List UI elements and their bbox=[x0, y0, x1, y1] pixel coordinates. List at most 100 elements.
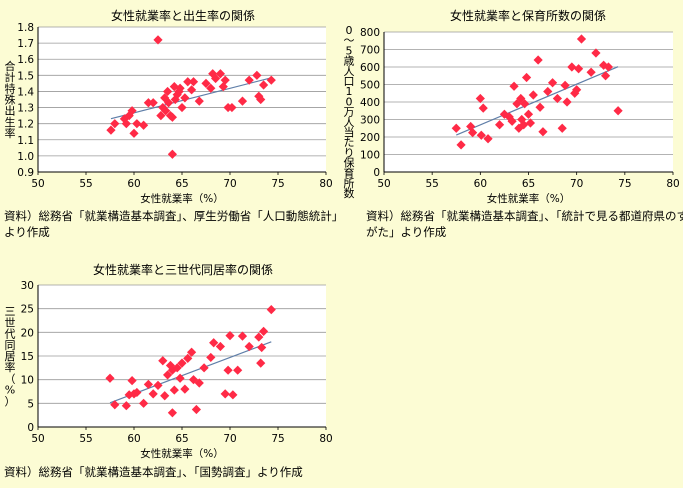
data-point bbox=[191, 404, 201, 415]
scatter-chart-birthrate: 0.9 1.0 1.1 1.2 1.3 1.4 1.5 1.6 1.7 1.8 50 55 60 65 70… bbox=[4, 8, 343, 239]
data-point bbox=[180, 93, 190, 103]
source-note: 資料）総務省「就業構造基本調査」、厚生労働省「人口動態統計」 bbox=[4, 209, 343, 223]
data-point bbox=[175, 83, 185, 93]
data-point bbox=[206, 352, 216, 363]
data-point bbox=[201, 78, 211, 88]
data-point bbox=[158, 356, 168, 366]
x-tick-label: 80 bbox=[319, 178, 332, 190]
data-point bbox=[252, 70, 262, 80]
y-tick-label: 400 bbox=[360, 97, 380, 109]
source-note: がた」より作成 bbox=[366, 225, 447, 239]
y-tick-label: 15 bbox=[21, 351, 34, 363]
data-point bbox=[187, 85, 197, 95]
data-point bbox=[132, 119, 142, 129]
data-point bbox=[177, 102, 187, 113]
source-note: 資料）総務省「就業構造基本調査」、「国勢調査」より作成 bbox=[4, 465, 303, 479]
data-point bbox=[519, 120, 529, 130]
data-point bbox=[132, 387, 142, 398]
chart-title: 女性就業率と保育所数の関係 bbox=[450, 8, 606, 23]
data-point bbox=[121, 119, 131, 129]
data-point bbox=[163, 370, 173, 380]
data-point bbox=[573, 64, 584, 74]
data-point bbox=[237, 96, 248, 106]
x-tick-label: 55 bbox=[79, 433, 92, 445]
y-tick-label: 100 bbox=[360, 150, 380, 162]
data-point bbox=[199, 363, 209, 373]
x-tick-label: 75 bbox=[271, 433, 284, 445]
y-tick-label: 800 bbox=[360, 27, 380, 39]
data-point bbox=[105, 373, 115, 383]
data-point bbox=[161, 106, 171, 116]
data-point bbox=[127, 106, 137, 116]
data-point bbox=[256, 94, 266, 105]
y-tick-label: 5 bbox=[27, 398, 34, 410]
x-tick-label: 60 bbox=[474, 178, 487, 190]
data-point bbox=[167, 365, 177, 375]
data-point bbox=[188, 375, 199, 385]
y-tick-label: 500 bbox=[360, 80, 380, 92]
data-point bbox=[148, 98, 158, 108]
data-point bbox=[167, 149, 177, 159]
data-point bbox=[183, 353, 193, 363]
y-tick-label: 1.7 bbox=[17, 38, 34, 50]
data-point bbox=[543, 86, 553, 97]
y-tick-label: 1.5 bbox=[17, 70, 34, 82]
x-axis-label: 女性就業率（%） bbox=[140, 447, 223, 460]
data-point bbox=[613, 106, 623, 116]
data-point bbox=[225, 331, 235, 341]
data-point bbox=[468, 128, 478, 138]
data-point bbox=[586, 67, 596, 77]
data-point bbox=[495, 120, 505, 130]
data-point bbox=[567, 62, 577, 72]
data-point bbox=[535, 102, 545, 112]
x-tick-label: 70 bbox=[223, 178, 236, 190]
data-point bbox=[528, 90, 538, 100]
data-point bbox=[570, 88, 580, 98]
data-point bbox=[521, 72, 532, 83]
data-point bbox=[220, 389, 230, 399]
data-point bbox=[211, 73, 221, 84]
y-tick-label: 1.4 bbox=[17, 86, 34, 98]
data-point bbox=[106, 125, 116, 135]
data-point bbox=[187, 347, 197, 357]
scatter-chart-three-generation: 0 5 10 15 20 25 30 50 55 60 65 70 75 80 女性就業率と三世代同居率の関… bbox=[4, 262, 333, 479]
source-note: より作成 bbox=[4, 225, 50, 239]
data-point bbox=[520, 99, 530, 109]
x-tick-label: 50 bbox=[377, 178, 390, 190]
x-axis-label: 女性就業率（%） bbox=[140, 192, 223, 205]
data-point bbox=[509, 81, 519, 91]
data-point bbox=[259, 326, 269, 336]
data-point bbox=[143, 379, 153, 389]
data-point bbox=[475, 93, 485, 104]
data-point bbox=[170, 94, 180, 105]
data-point bbox=[562, 97, 572, 107]
data-point bbox=[233, 365, 243, 375]
data-point bbox=[206, 83, 216, 93]
x-tick-label: 70 bbox=[223, 433, 236, 445]
y-tick-label: 600 bbox=[360, 62, 380, 74]
data-point bbox=[516, 93, 526, 104]
x-tick-label: 55 bbox=[79, 178, 92, 190]
data-point bbox=[256, 358, 266, 368]
y-tick-label: 700 bbox=[360, 45, 380, 57]
data-point bbox=[257, 342, 267, 353]
x-tick-label: 65 bbox=[175, 178, 188, 190]
x-tick-label: 60 bbox=[127, 178, 140, 190]
data-point bbox=[576, 34, 587, 44]
data-point bbox=[194, 378, 204, 388]
x-tick-label: 55 bbox=[425, 178, 438, 190]
x-tick-label: 80 bbox=[666, 178, 679, 190]
x-tick-label: 70 bbox=[570, 178, 583, 190]
data-point bbox=[167, 112, 177, 122]
y-tick-label: 25 bbox=[21, 304, 34, 316]
x-tick-label: 65 bbox=[175, 433, 188, 445]
data-point bbox=[139, 120, 149, 130]
data-point bbox=[167, 408, 177, 418]
data-point bbox=[517, 114, 527, 125]
y-tick-label: 0.9 bbox=[17, 167, 34, 179]
y-tick-label: 1.2 bbox=[17, 119, 34, 131]
data-point bbox=[547, 78, 558, 88]
trendline bbox=[110, 77, 272, 120]
data-point bbox=[525, 118, 536, 128]
